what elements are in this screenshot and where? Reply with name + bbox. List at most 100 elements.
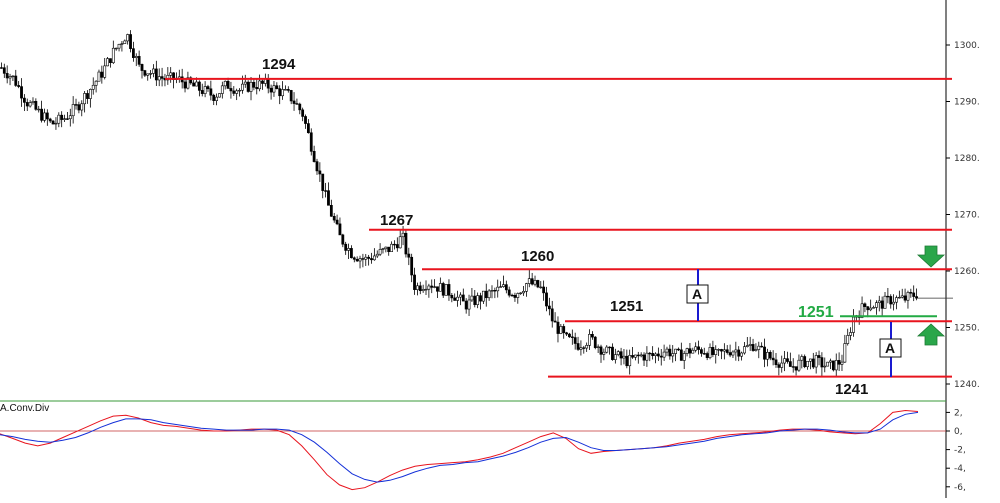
candle-body	[768, 351, 772, 359]
candle-body	[579, 347, 583, 350]
candle-body	[481, 290, 485, 302]
candle-body	[218, 93, 221, 98]
candle-body	[5, 73, 9, 79]
candle-body	[499, 286, 502, 288]
candle-body	[427, 285, 431, 290]
candle-body	[444, 284, 448, 296]
candle-body	[381, 248, 385, 250]
candle-body	[487, 290, 491, 299]
candle-body	[86, 93, 89, 99]
candle-body	[413, 274, 416, 290]
candle-body	[83, 93, 87, 105]
candle-body	[803, 356, 807, 368]
candle-body	[258, 80, 262, 90]
candle-body	[77, 104, 81, 111]
candle-body	[519, 292, 523, 294]
candlestick-series	[0, 30, 918, 377]
candle-body	[722, 349, 726, 352]
candle-body	[252, 81, 256, 88]
candle-body	[780, 362, 784, 368]
candle-body	[877, 300, 881, 303]
candle-body	[875, 302, 878, 308]
candle-body	[800, 356, 804, 361]
candle-body	[278, 88, 282, 97]
candle-body	[588, 334, 591, 346]
candle-body	[593, 336, 597, 348]
candle-body	[149, 73, 153, 75]
candle-body	[556, 321, 560, 334]
candle-body	[134, 56, 138, 58]
candle-body	[281, 89, 284, 97]
candle-body	[522, 291, 525, 294]
candle-body	[590, 334, 594, 338]
candle-body	[266, 78, 270, 89]
candle-body	[760, 345, 764, 348]
candle-body	[183, 81, 187, 89]
candle-body	[255, 87, 259, 90]
candle-body	[189, 77, 193, 84]
price-tick-label: 1240.	[954, 380, 980, 390]
candle-body	[246, 81, 250, 92]
candle-body	[811, 358, 815, 368]
candle-body	[539, 286, 543, 289]
candle-body	[212, 94, 216, 101]
candle-body	[361, 258, 365, 260]
candle-body	[261, 80, 264, 84]
candle-body	[720, 349, 723, 352]
candle-body	[312, 151, 316, 162]
candle-body	[668, 348, 672, 357]
candle-body	[525, 283, 528, 292]
candle-body	[364, 256, 368, 260]
candle-body	[880, 300, 884, 309]
candle-body	[20, 86, 23, 99]
candle-body	[550, 308, 554, 322]
candle-body	[786, 358, 789, 362]
candle-body	[763, 346, 766, 360]
candle-body	[57, 114, 61, 124]
candle-body	[711, 347, 715, 355]
candle-body	[292, 100, 296, 104]
level-label-1267: 1267	[380, 212, 413, 229]
candle-body	[100, 71, 104, 78]
candle-body	[126, 34, 130, 42]
candle-body	[355, 259, 359, 262]
candle-body	[791, 366, 795, 368]
candle-body	[777, 364, 781, 368]
candle-body	[774, 359, 778, 365]
candle-body	[625, 355, 629, 367]
candle-body	[757, 345, 761, 350]
candle-body	[705, 353, 709, 358]
candle-body	[565, 332, 568, 335]
candle-body	[863, 303, 867, 307]
candle-body	[504, 284, 508, 291]
candle-body	[533, 280, 537, 285]
candle-body	[568, 333, 571, 338]
candle-body	[318, 170, 322, 175]
candle-body	[817, 355, 821, 358]
candle-body	[117, 44, 121, 49]
candle-body	[823, 365, 827, 368]
candle-body	[68, 115, 72, 120]
candle-body	[748, 344, 752, 346]
candle-body	[459, 294, 462, 298]
candle-body	[114, 47, 118, 50]
candle-body	[430, 285, 434, 288]
candle-body	[837, 360, 841, 365]
candle-body	[200, 90, 204, 94]
candle-body	[702, 353, 706, 355]
candle-body	[659, 355, 663, 358]
candle-body	[286, 89, 290, 91]
candle-body	[510, 294, 514, 297]
candle-body	[834, 360, 838, 371]
candle-body	[146, 73, 150, 76]
candle-body	[304, 116, 307, 124]
candle-body	[585, 345, 589, 349]
candle-body	[416, 285, 419, 290]
candle-body	[714, 349, 718, 355]
candle-body	[849, 332, 852, 336]
candle-body	[241, 83, 244, 91]
candle-body	[559, 326, 563, 334]
candle-body	[648, 352, 652, 355]
level-label-1251: 1251	[610, 298, 643, 315]
measured-move-label-1: A	[692, 286, 702, 302]
